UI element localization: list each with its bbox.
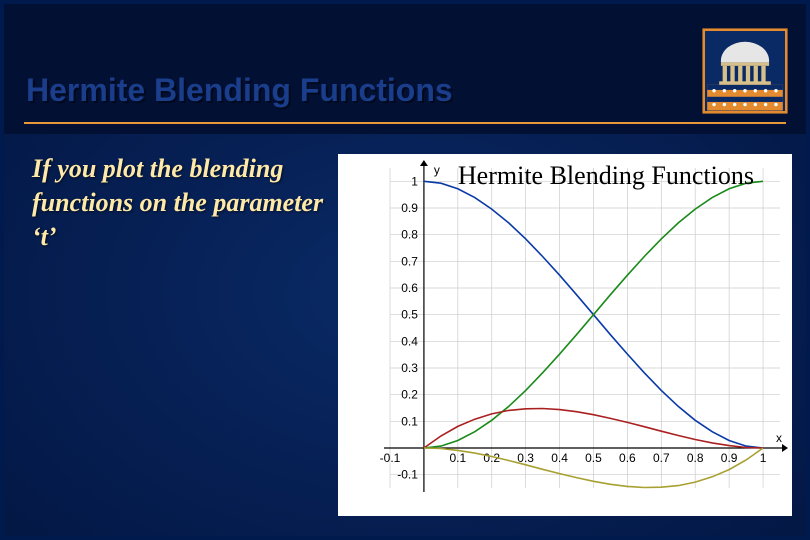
svg-text:0.5: 0.5 [585, 451, 602, 465]
svg-text:0.1: 0.1 [401, 414, 418, 428]
svg-text:0.9: 0.9 [401, 201, 418, 215]
svg-text:0.7: 0.7 [401, 254, 418, 268]
svg-text:0.5: 0.5 [401, 308, 418, 322]
svg-text:0.6: 0.6 [619, 451, 636, 465]
svg-text:0.8: 0.8 [401, 228, 418, 242]
svg-text:0.7: 0.7 [653, 451, 670, 465]
svg-text:0.1: 0.1 [449, 451, 466, 465]
background-top-band [4, 4, 806, 134]
svg-text:1: 1 [760, 451, 767, 465]
svg-text:0.2: 0.2 [401, 388, 418, 402]
slide-title: Hermite Blending Functions [26, 72, 453, 109]
uva-logo [702, 28, 788, 114]
svg-text:0.8: 0.8 [687, 451, 704, 465]
svg-text:0.3: 0.3 [401, 361, 418, 375]
hermite-chart: -0.1 0.1 0.2 0.3 0.4 0.5 0.6 0.7 0.8 0.9 1 -0.1 0.1 0… [338, 154, 792, 516]
svg-text:-0.1: -0.1 [397, 468, 418, 482]
chart-title: Hermite Blending Functions [458, 162, 754, 189]
svg-text:0.9: 0.9 [721, 451, 738, 465]
svg-text:0.4: 0.4 [401, 334, 418, 348]
svg-text:y: y [434, 163, 440, 177]
svg-text:1: 1 [411, 174, 418, 188]
svg-text:0.4: 0.4 [551, 451, 568, 465]
svg-text:0.6: 0.6 [401, 281, 418, 295]
body-text: If you plot the blending functions on th… [32, 152, 352, 253]
svg-text:x: x [776, 431, 782, 445]
title-underline [24, 122, 786, 124]
slide: Hermite Blending Functions If you plot t… [0, 0, 810, 540]
svg-text:-0.1: -0.1 [380, 451, 401, 465]
chart-container: Hermite Blending Functions -0.1 0.1 0.2 0.3… [338, 154, 792, 516]
